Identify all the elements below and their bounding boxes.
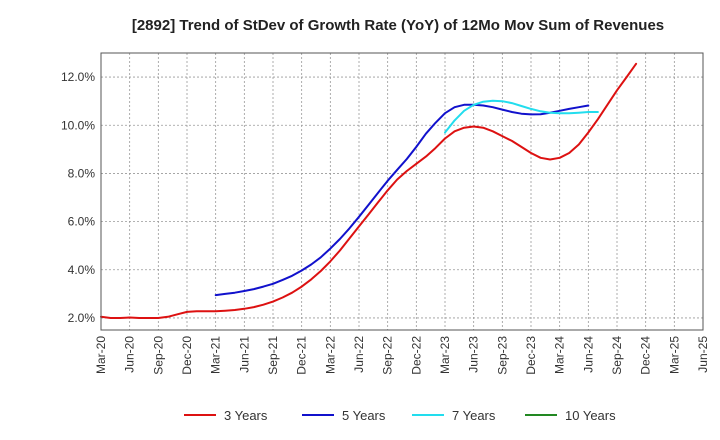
x-tick-label: Sep-21: [266, 336, 280, 375]
y-tick-label: 2.0%: [68, 311, 96, 325]
grid-layer: [101, 53, 703, 330]
series-line-7-years: [444, 99, 599, 134]
series-line-3-years: [100, 62, 638, 319]
legend: 3 Years 5 Years 7 Years 10 Years: [184, 408, 616, 423]
legend-label: 5 Years: [342, 408, 386, 423]
x-tick-label: Mar-24: [553, 336, 567, 374]
y-tick-label: 12.0%: [61, 70, 95, 84]
x-tick-label: Sep-22: [381, 336, 395, 375]
x-tick-label: Dec-20: [180, 336, 194, 375]
x-tick-label: Dec-22: [409, 336, 423, 375]
x-tick-label: Jun-20: [123, 336, 137, 373]
x-tick-label: Sep-20: [151, 336, 165, 375]
x-tick-label: Sep-23: [495, 336, 509, 375]
x-tick-label: Mar-23: [438, 336, 452, 374]
x-tick-label: Jun-21: [237, 336, 251, 373]
x-tick-label: Mar-21: [209, 336, 223, 374]
x-tick-label: Jun-23: [467, 336, 481, 373]
y-tick-label: 6.0%: [68, 215, 96, 229]
y-tick-label: 8.0%: [68, 166, 96, 180]
x-tick-label: Jun-25: [696, 336, 710, 373]
x-tick-label: Dec-21: [295, 336, 309, 375]
series-line-5-years: [214, 103, 590, 297]
plot-area: [101, 53, 703, 330]
plot-frame: [100, 52, 704, 331]
legend-label: 10 Years: [565, 408, 616, 423]
chart-title: [2892] Trend of StDev of Growth Rate (Yo…: [132, 17, 664, 34]
x-axis-ticks: Mar-20 Jun-20 Sep-20 Dec-20 Mar-21 Jun-21 Sep-…: [94, 336, 710, 375]
x-tick-label: Jun-24: [581, 336, 595, 373]
y-tick-label: 10.0%: [61, 118, 95, 132]
legend-label: 7 Years: [452, 408, 496, 423]
x-tick-label: Dec-23: [524, 336, 538, 375]
x-tick-label: Sep-24: [610, 336, 624, 375]
series-layer: [100, 62, 638, 319]
x-tick-label: Dec-24: [639, 336, 653, 375]
x-tick-label: Mar-22: [323, 336, 337, 374]
y-axis-ticks: 2.0% 4.0% 6.0% 8.0% 10.0% 12.0%: [61, 70, 95, 325]
x-tick-label: Jun-22: [352, 336, 366, 373]
x-tick-label: Mar-25: [667, 336, 681, 374]
y-tick-label: 4.0%: [68, 263, 96, 277]
x-tick-label: Mar-20: [94, 336, 108, 374]
legend-label: 3 Years: [224, 408, 268, 423]
